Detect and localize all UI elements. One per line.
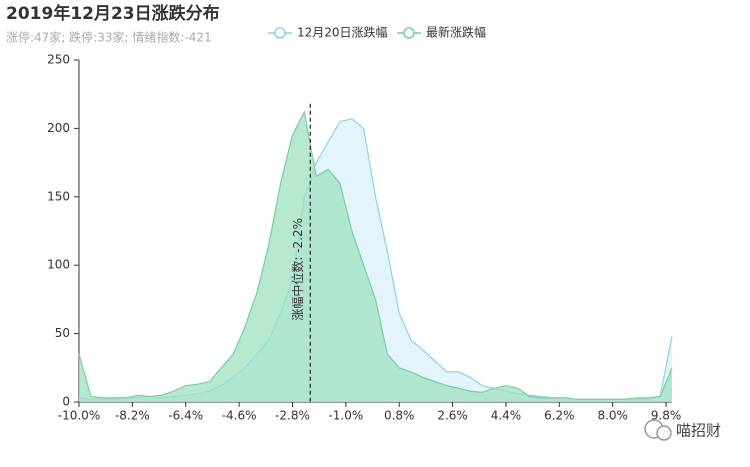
x-tick-label: -10.0% bbox=[58, 409, 100, 423]
y-tick-label: 100 bbox=[47, 258, 70, 272]
x-tick-label: 2.6% bbox=[437, 409, 468, 423]
x-tick-label: -1.0% bbox=[328, 409, 363, 423]
x-tick-label: -8.2% bbox=[115, 409, 150, 423]
legend-label: 最新涨跌幅 bbox=[426, 25, 486, 40]
x-tick-label: 4.4% bbox=[491, 409, 522, 423]
legend-marker bbox=[403, 27, 415, 39]
legend-label: 12月20日涨跌幅 bbox=[297, 25, 388, 40]
y-tick-label: 0 bbox=[62, 395, 70, 409]
x-tick-label: 6.2% bbox=[544, 409, 575, 423]
x-tick-label: -4.6% bbox=[222, 409, 257, 423]
y-tick-label: 250 bbox=[47, 53, 70, 67]
area-fill bbox=[79, 118, 672, 403]
y-tick-label: 150 bbox=[47, 189, 70, 203]
x-tick-label: -2.8% bbox=[275, 409, 310, 423]
y-tick-label: 200 bbox=[47, 121, 70, 135]
watermark-icon bbox=[644, 419, 672, 441]
x-tick-label: 9.8% bbox=[651, 409, 682, 423]
watermark: 喵招财 bbox=[676, 422, 721, 440]
median-label: 涨幅中位数: -2.2% bbox=[290, 218, 305, 321]
x-tick-label: -6.4% bbox=[168, 409, 203, 423]
x-tick-label: 0.8% bbox=[384, 409, 415, 423]
y-tick-label: 50 bbox=[55, 326, 70, 340]
chart-title: 2019年12月23日涨跌分布 bbox=[6, 3, 220, 24]
x-tick-label: 8.0% bbox=[597, 409, 628, 423]
area-line bbox=[78, 110, 673, 400]
area-fill bbox=[79, 112, 672, 402]
chart-subtitle: 涨停:47家; 跌停:33家; 情绪指数:-421 bbox=[6, 30, 212, 45]
legend-marker bbox=[274, 27, 286, 39]
